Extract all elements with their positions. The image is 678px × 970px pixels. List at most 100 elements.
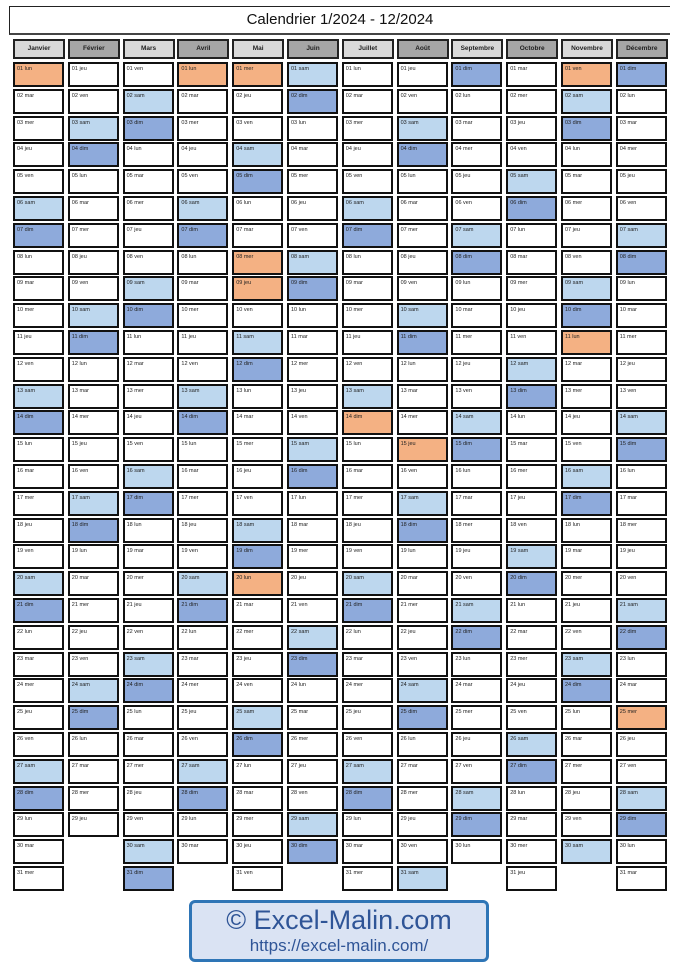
day-label: 04 lun — [126, 146, 142, 153]
day-label: 30 lun — [619, 843, 635, 850]
day-label: 09 mar — [345, 280, 363, 287]
day-label: 11 dim — [71, 334, 88, 340]
day-label: 28 mar — [236, 789, 254, 796]
day-cell: 13 mar — [396, 383, 448, 409]
day-label: 05 lun — [400, 173, 416, 180]
day-cell: 05 jeu — [451, 169, 503, 195]
day-cell: 13 mar — [67, 383, 119, 409]
day-cell: 15 jeu — [67, 437, 119, 463]
day-label: 28 jeu — [565, 789, 580, 796]
day-label: 09 sam — [126, 280, 145, 287]
day-label: 11 mer — [455, 334, 473, 340]
day-label: 03 dim — [565, 119, 582, 126]
day-label: 30 dim — [291, 843, 308, 850]
day-cell: 24 mar — [451, 678, 503, 704]
day-cell: 10 dim — [122, 303, 174, 329]
day-cell: 10 lun — [287, 303, 338, 329]
day-label: 08 dim — [455, 253, 472, 260]
day-cell: 12 mar — [122, 356, 174, 382]
day-label: 17 sam — [400, 494, 419, 501]
day-label: 06 mer — [565, 200, 583, 206]
day-cell: 07 dim — [177, 222, 229, 248]
day-cell: 03 ven — [232, 115, 284, 141]
day-cell: 13 sam — [177, 383, 229, 409]
day-label: 27 mar — [400, 762, 418, 769]
day-cell: 29 jeu — [67, 812, 119, 838]
day-cell: 18 jeu — [341, 517, 393, 543]
day-label: 11 jeu — [181, 334, 196, 340]
day-cell: 07 jeu — [561, 222, 612, 248]
day-cell: 15 dim — [451, 437, 503, 463]
day-cell: 09 mar — [13, 276, 64, 302]
day-label: 19 jeu — [455, 548, 471, 555]
day-label: 17 dim — [565, 494, 582, 501]
month-header: Mai — [232, 39, 285, 59]
day-cell: 16 dim — [287, 464, 338, 489]
day-cell: 16 sam — [561, 464, 612, 489]
day-cell: 25 sam — [232, 705, 284, 731]
month-header: Février — [67, 39, 120, 59]
day-label: 07 dim — [345, 226, 363, 233]
day-label: 19 ven — [181, 548, 198, 555]
day-cell: 11 jeu — [177, 330, 229, 355]
day-cell: 09 jeu — [232, 276, 284, 302]
day-label: 28 mer — [400, 789, 418, 796]
day-label: 24 mar — [619, 682, 637, 689]
day-label: 14 ven — [291, 414, 308, 421]
day-cell: 08 jeu — [67, 249, 119, 275]
day-cell: 19 jeu — [615, 544, 667, 570]
day-cell: 19 mar — [122, 544, 174, 570]
day-label: 06 mar — [400, 200, 418, 206]
day-label: 20 mar — [71, 575, 89, 582]
day-label: 08 jeu — [400, 253, 416, 260]
day-cell: 24 dim — [561, 678, 612, 704]
day-cell: 18 mar — [287, 517, 338, 543]
day-label: 12 jeu — [619, 360, 635, 367]
day-cell: 20 lun — [232, 571, 284, 597]
day-label: 11 dim — [400, 334, 417, 340]
day-cell: 14 sam — [451, 410, 503, 436]
day-label: 25 dim — [71, 709, 89, 716]
day-cell: 02 mar — [341, 88, 393, 114]
day-label: 19 lun — [400, 548, 416, 555]
day-label: 19 dim — [236, 548, 253, 555]
watermark-banner: © Excel-Malin.com https://excel-malin.co… — [189, 900, 489, 962]
day-label: 09 jeu — [236, 280, 252, 287]
day-cell: 04 lun — [122, 142, 174, 168]
day-label: 04 mar — [291, 146, 309, 153]
day-cell: 05 ven — [13, 169, 64, 195]
day-label: 26 ven — [181, 736, 198, 742]
day-label: 29 ven — [565, 816, 582, 823]
day-cell: 09 ven — [396, 276, 448, 302]
day-cell: 02 sam — [561, 88, 612, 114]
day-cell: 30 mar — [177, 839, 229, 865]
day-cell: 04 jeu — [177, 142, 229, 168]
day-label: 22 lun — [17, 628, 32, 635]
day-cell: 20 sam — [13, 571, 64, 597]
day-cell: 05 ven — [341, 169, 393, 195]
day-cell: 07 jeu — [122, 222, 174, 248]
day-cell: 05 sam — [506, 169, 558, 195]
day-label: 10 mer — [345, 307, 363, 314]
day-label: 26 sam — [510, 736, 529, 742]
day-cell: 23 lun — [615, 651, 667, 677]
day-cell: 14 dim — [177, 410, 229, 436]
day-cell: 22 dim — [615, 624, 667, 650]
day-cell: 06 sam — [341, 196, 393, 221]
day-label: 30 jeu — [236, 843, 252, 850]
day-label: 11 jeu — [345, 334, 361, 340]
day-cell: 25 dim — [67, 705, 119, 731]
day-label: 15 ven — [565, 441, 582, 448]
day-label: 24 lun — [291, 682, 306, 689]
day-cell: 11 lun — [122, 330, 174, 355]
day-label: 05 jeu — [455, 173, 471, 180]
day-cell: 11 dim — [396, 330, 448, 355]
day-cell: 28 sam — [451, 785, 503, 811]
day-label: 12 mar — [565, 360, 583, 367]
day-label: 10 mar — [455, 307, 473, 314]
day-cell: 13 sam — [13, 383, 64, 409]
day-label: 03 mer — [345, 119, 363, 126]
day-cell: 28 dim — [13, 785, 64, 811]
day-label: 12 sam — [510, 360, 529, 367]
day-label: 13 mar — [400, 387, 418, 394]
